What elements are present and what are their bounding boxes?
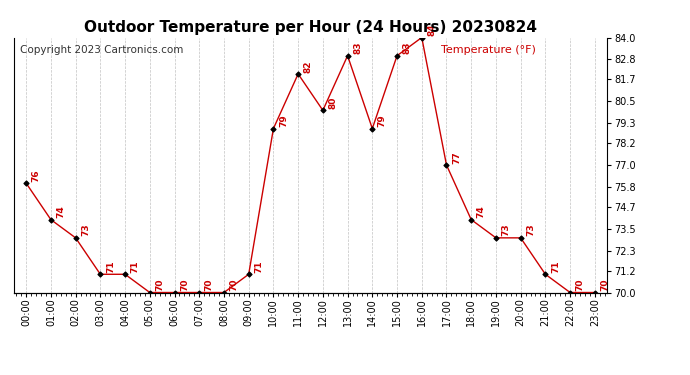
Point	[515, 235, 526, 241]
Point	[169, 290, 180, 296]
Text: 70: 70	[600, 279, 609, 291]
Text: 71: 71	[551, 260, 560, 273]
Point	[589, 290, 600, 296]
Text: Temperature (°F): Temperature (°F)	[441, 45, 536, 55]
Point	[540, 271, 551, 277]
Point	[119, 271, 130, 277]
Title: Outdoor Temperature per Hour (24 Hours) 20230824: Outdoor Temperature per Hour (24 Hours) …	[84, 20, 537, 35]
Text: 84: 84	[427, 24, 436, 36]
Point	[564, 290, 575, 296]
Point	[46, 217, 57, 223]
Point	[367, 126, 378, 132]
Text: 83: 83	[402, 42, 412, 54]
Point	[491, 235, 502, 241]
Point	[416, 34, 427, 40]
Text: 71: 71	[254, 260, 264, 273]
Text: 73: 73	[81, 224, 90, 237]
Text: 73: 73	[526, 224, 535, 237]
Text: Copyright 2023 Cartronics.com: Copyright 2023 Cartronics.com	[20, 45, 183, 55]
Text: 82: 82	[304, 60, 313, 72]
Text: 70: 70	[205, 279, 214, 291]
Text: 79: 79	[378, 114, 387, 127]
Point	[243, 271, 254, 277]
Text: 70: 70	[230, 279, 239, 291]
Point	[144, 290, 155, 296]
Text: 79: 79	[279, 114, 288, 127]
Text: 70: 70	[155, 279, 164, 291]
Text: 76: 76	[32, 169, 41, 182]
Text: 71: 71	[106, 260, 115, 273]
Point	[219, 290, 230, 296]
Text: 74: 74	[57, 206, 66, 218]
Point	[466, 217, 477, 223]
Text: 71: 71	[130, 260, 139, 273]
Text: 80: 80	[328, 97, 337, 109]
Text: 74: 74	[477, 206, 486, 218]
Point	[293, 71, 304, 77]
Text: 77: 77	[452, 151, 461, 164]
Point	[21, 180, 32, 186]
Point	[441, 162, 452, 168]
Point	[95, 271, 106, 277]
Point	[391, 53, 402, 59]
Point	[194, 290, 205, 296]
Text: 70: 70	[575, 279, 584, 291]
Text: 83: 83	[353, 42, 362, 54]
Text: 73: 73	[502, 224, 511, 237]
Point	[70, 235, 81, 241]
Point	[317, 107, 328, 113]
Point	[342, 53, 353, 59]
Point	[268, 126, 279, 132]
Text: 70: 70	[180, 279, 189, 291]
